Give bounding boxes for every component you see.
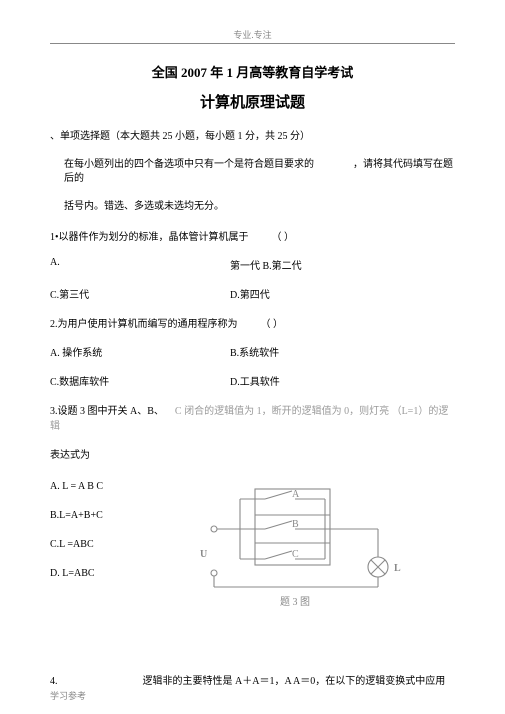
q3-opt-b: B.L=A+B+C [50,510,200,521]
q2-options-row-2: C.数据库软件 D.工具软件 [50,373,455,388]
q4-prefix: 4. [50,676,58,687]
q2-opt-d: D.工具软件 [230,373,455,388]
q3-diagram: A B C U L 题 3 图 [200,475,455,612]
q4-stem: 4. 逻辑非的主要特性是 A＋A＝1，A A＝0，在以下的逻辑变换式中应用 [50,672,455,687]
diagram-caption: 题 3 图 [280,596,310,608]
exam-title-line-1: 全国 2007 年 1 月高等教育自学考试 [50,62,455,81]
q4-body: 逻辑非的主要特性是 A＋A＝1，A A＝0，在以下的逻辑变换式中应用 [143,676,446,687]
label-b: B [292,519,299,530]
q1-opt-d: D.第四代 [230,286,455,301]
q3-options: A. L = A B C B.L=A+B+C C.L =ABC D. L=ABC [50,475,200,597]
label-a: A [292,489,300,500]
q1-stem-text: 1•以器件作为划分的标准，晶体管计算机属于 [50,232,249,243]
q3-stem-prefix: 3.设题 3 图中开关 A、B、 [50,406,164,417]
q3-stem: 3.设题 3 图中开关 A、B、 C 闭合的逻辑值为 1，断开的逻辑值为 0，则… [50,402,455,432]
section-heading: 、单项选择题（本大题共 25 小题，每小题 1 分，共 25 分） [50,130,455,144]
q3-stem-line2: 表达式为 [50,446,455,461]
label-l: L [394,563,401,574]
q3-opt-d: D. L=ABC [50,568,200,579]
q2-opt-c: C.数据库软件 [50,373,230,388]
label-u: U [200,549,207,560]
q1-options-row-1: A. 第一代 B.第二代 [50,257,455,272]
q1-blank: （ ） [272,232,295,243]
exam-title-line-2: 计算机原理试题 [50,91,455,112]
q2-stem-text: 2.为用户使用计算机而编写的通用程序称为 [50,319,238,330]
q2-options-row-1: A. 操作系统 B.系统软件 [50,344,455,359]
q3-content: A. L = A B C B.L=A+B+C C.L =ABC D. L=ABC [50,475,455,612]
q2-opt-a: A. 操作系统 [50,344,230,359]
q3-opt-a: A. L = A B C [50,481,200,492]
q1-opt-a: A. [50,257,230,272]
q1-stem: 1•以器件作为划分的标准，晶体管计算机属于 （ ） [50,228,455,243]
q1-options-row-2: C.第三代 D.第四代 [50,286,455,301]
instruction-line-2: 括号内。错选、多选或未选均无分。 [50,200,455,214]
instruction-1a: 在每小题列出的四个备选项中只有一个是符合题目要求的 [64,159,314,170]
instruction-line-1: 在每小题列出的四个备选项中只有一个是符合题目要求的 ，请将其代码填写在题后的 [50,158,455,186]
q2-blank: （ ） [261,319,284,330]
page-top-header: 专业.专注 [50,28,455,44]
label-c: C [292,549,299,560]
q1-opt-a-right: 第一代 B.第二代 [230,257,455,272]
q3-opt-c: C.L =ABC [50,539,200,550]
page-footer: 学习参考 [50,689,86,702]
q1-opt-c: C.第三代 [50,286,230,301]
q2-opt-b: B.系统软件 [230,344,455,359]
q2-stem: 2.为用户使用计算机而编写的通用程序称为 （ ） [50,315,455,330]
